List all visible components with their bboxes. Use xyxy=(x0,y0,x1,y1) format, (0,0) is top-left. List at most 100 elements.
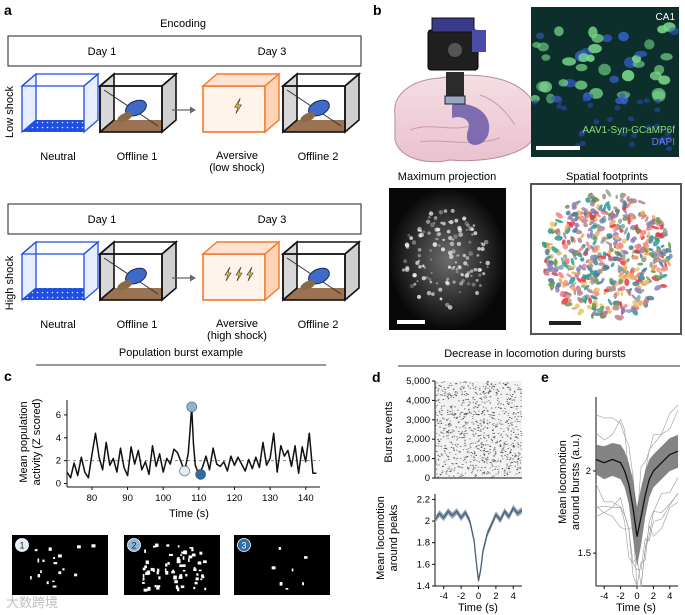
footprint-cell xyxy=(571,271,580,276)
d-raster-tick xyxy=(483,435,485,437)
max-projection-cell xyxy=(465,228,468,231)
d-raster-tick xyxy=(519,421,521,423)
d-raster-tick xyxy=(507,457,509,459)
footprint-cell xyxy=(607,308,613,315)
d-raster-tick xyxy=(479,404,481,406)
d-raster-tick xyxy=(462,475,464,477)
d-raster-tick xyxy=(482,386,484,388)
footprint-cell xyxy=(597,268,603,274)
d-raster-tick xyxy=(469,444,471,446)
high-shock-day3: Day 3 xyxy=(258,214,287,226)
d-raster-tick xyxy=(461,432,463,434)
footprint-cell xyxy=(558,277,563,285)
max-projection-cell xyxy=(453,266,456,269)
d-raster-tick xyxy=(436,473,438,475)
footprint-cell xyxy=(609,280,615,285)
d-raster-tick xyxy=(480,447,483,448)
c-xtick-label: 110 xyxy=(191,493,206,504)
d-raster-tick xyxy=(478,388,481,390)
d-raster-tick xyxy=(496,388,498,390)
active-cell xyxy=(178,576,181,579)
d-raster-tick xyxy=(509,387,511,389)
d-raster-tick xyxy=(443,448,446,449)
d-raster-tick xyxy=(494,468,496,470)
footprint-cell xyxy=(588,219,596,226)
active-cell xyxy=(185,573,188,577)
footprint-cell xyxy=(587,227,592,232)
d-raster-tick xyxy=(481,401,484,403)
d-raster-tick xyxy=(480,430,482,432)
d-raster-tick xyxy=(460,418,463,420)
d-raster-tick xyxy=(467,450,469,452)
d-raster-tick xyxy=(510,424,513,426)
d-raster-tick xyxy=(451,429,454,431)
footprint-cell xyxy=(640,246,646,251)
max-projection-cell xyxy=(480,246,485,252)
d-raster-tick xyxy=(510,449,512,451)
d-raster-tick xyxy=(453,435,455,437)
d-raster-tick xyxy=(438,434,441,436)
d-raster-tick xyxy=(500,403,502,405)
snapshot-1-marker xyxy=(15,538,29,552)
max-projection-cell xyxy=(436,238,439,241)
footprint-cell xyxy=(565,259,570,265)
d-raster-tick xyxy=(437,443,440,445)
d-raster-tick xyxy=(509,398,511,400)
footprint-cell xyxy=(547,262,553,271)
footprint-cell xyxy=(614,314,623,321)
d-raster-tick xyxy=(504,469,506,471)
active-cell xyxy=(197,561,202,565)
d-raster-tick xyxy=(510,434,513,436)
d-raster-tick xyxy=(504,474,506,476)
d-raster-tick xyxy=(506,465,508,467)
max-projection-cell xyxy=(455,268,458,271)
high-offline2-label: Offline 2 xyxy=(298,319,339,331)
d-raster-tick xyxy=(442,436,445,438)
active-cell xyxy=(279,581,283,586)
d-raster-ytick-label: 1,000 xyxy=(406,454,430,465)
d-raster-tick xyxy=(441,394,444,396)
max-projection-cell xyxy=(464,221,469,226)
active-cell xyxy=(52,580,55,583)
d-raster-tick xyxy=(479,455,482,457)
d-raster-tick xyxy=(449,441,451,443)
arrow-head-icon xyxy=(190,274,196,282)
d-raster-tick xyxy=(450,447,453,448)
d-raster-tick xyxy=(507,428,510,430)
max-projection-cell xyxy=(445,281,450,286)
max-projection-cell xyxy=(436,232,441,237)
c-xlabel: Time (s) xyxy=(169,508,209,520)
d-raster-tick xyxy=(485,392,488,394)
max-projection-cell xyxy=(456,241,462,247)
d-raster-tick xyxy=(444,394,446,396)
d-raster-tick xyxy=(500,420,502,422)
d-raster-tick xyxy=(514,456,516,458)
d-raster-tick xyxy=(438,440,440,442)
d-raster-tick xyxy=(469,427,471,429)
d-raster-tick xyxy=(456,449,458,451)
d-raster-tick xyxy=(447,398,450,400)
footprint-cell xyxy=(592,239,597,246)
d-raster-tick xyxy=(440,445,443,447)
d-raster-tick xyxy=(464,421,467,423)
active-cell xyxy=(201,574,204,578)
d-raster-tick xyxy=(491,476,493,478)
footprint-cell xyxy=(649,261,653,268)
d-raster-tick xyxy=(511,461,513,463)
active-cell xyxy=(200,578,203,581)
d-raster-tick xyxy=(489,396,492,398)
d-raster-tick xyxy=(450,396,452,398)
d-raster-tick xyxy=(497,473,499,475)
d-raster-tick xyxy=(464,439,466,441)
d-raster-tick xyxy=(454,467,456,469)
d-raster-tick xyxy=(471,415,474,417)
footprint-cell xyxy=(618,278,624,284)
d-raster-tick xyxy=(507,403,509,404)
active-cell xyxy=(74,573,78,577)
ca1-nucleus xyxy=(619,93,626,99)
d-raster-tick xyxy=(487,458,489,460)
footprint-cell xyxy=(583,284,590,291)
d-raster-tick xyxy=(472,464,474,466)
footprint-cell xyxy=(630,267,636,274)
d-raster-tick xyxy=(436,451,438,453)
